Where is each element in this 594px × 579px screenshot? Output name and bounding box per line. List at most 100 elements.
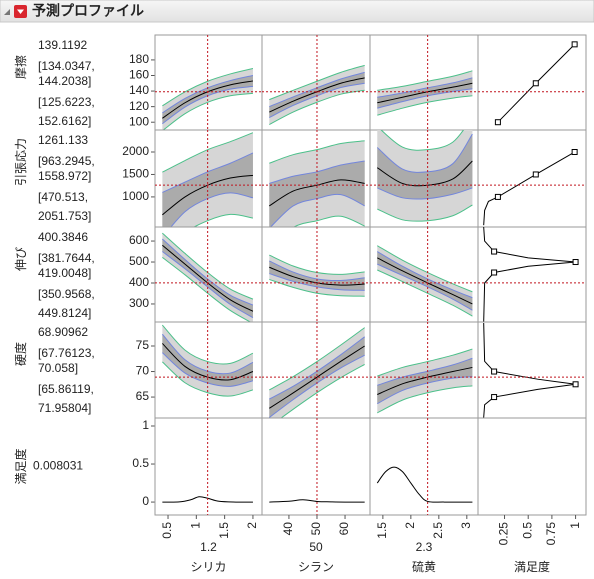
confidence-interval: 70.058]	[38, 361, 78, 375]
x-tick-label: 1.5	[217, 522, 231, 539]
cell-content	[262, 227, 370, 322]
x-tick-label: 40	[281, 522, 295, 536]
prediction-band-upper	[162, 132, 254, 173]
desirability-curve	[483, 151, 575, 226]
cell-content	[478, 41, 586, 126]
y-tick-label: 300	[129, 296, 149, 310]
y-tick-label: 600	[129, 233, 149, 247]
desirability-marker	[572, 259, 579, 266]
prediction-band-lower	[292, 215, 365, 227]
prediction-interval: [470.513,	[38, 190, 88, 204]
desirability-marker	[491, 269, 498, 276]
response-name: 硬度	[13, 342, 28, 366]
prediction-band-lower	[280, 363, 365, 418]
prediction-curve	[376, 466, 473, 503]
y-tick-label: 500	[129, 254, 149, 268]
x-tick-label: 2	[245, 522, 259, 529]
disclosure-icon[interactable]	[4, 9, 10, 15]
confidence-interval: [381.7644,	[38, 251, 95, 265]
cell-content	[262, 322, 370, 418]
cell-content	[155, 130, 262, 227]
y-tick-label: 65	[136, 389, 150, 403]
x-tick-label: 1	[568, 522, 582, 529]
desirability-marker	[494, 119, 501, 126]
confidence-interval: 419.0048]	[38, 266, 91, 280]
confidence-band-lower	[269, 273, 365, 291]
x-tick-label: 2.5	[431, 522, 445, 539]
y-tick-label: 400	[129, 275, 149, 289]
y-tick-label: 0.5	[132, 456, 149, 470]
desirability-marker	[572, 381, 579, 388]
factor-value: 1.2	[200, 540, 217, 554]
plot-cell	[369, 417, 479, 516]
prediction-curve	[162, 496, 253, 503]
confidence-band	[162, 152, 253, 227]
prediction-band-lower	[377, 95, 473, 116]
confidence-band	[162, 75, 253, 124]
desirability-marker	[571, 41, 578, 48]
response-name: 満足度	[13, 448, 28, 484]
prediction-band-upper	[377, 70, 473, 91]
confidence-interval: [963.2945,	[38, 154, 95, 168]
confidence-band-upper	[377, 251, 473, 299]
cell-content	[155, 35, 262, 130]
confidence-band	[377, 251, 473, 311]
desirability-marker	[494, 193, 501, 200]
prediction-band-lower	[193, 213, 254, 227]
y-tick-label: 70	[136, 364, 150, 378]
response-name: 伸び	[14, 247, 28, 271]
y-tick-label: 160	[129, 68, 149, 82]
confidence-band	[269, 260, 365, 291]
cell-content	[376, 418, 473, 515]
x-tick-label: 0.75	[544, 522, 558, 546]
desirability-marker	[532, 171, 539, 178]
prediction-curve	[269, 266, 365, 286]
factor-name: シリカ	[190, 560, 226, 574]
response-value: 139.1192	[38, 38, 87, 52]
confidence-band	[162, 238, 253, 318]
plot-cell	[261, 417, 371, 516]
plot-cell	[477, 34, 587, 131]
plot-cell	[477, 417, 587, 516]
x-tick-label: 60	[337, 522, 351, 536]
cell-content	[370, 322, 478, 418]
prediction-band-upper	[269, 140, 365, 164]
prediction-band-upper	[269, 64, 365, 101]
x-tick-label: 1.5	[375, 522, 389, 539]
y-tick-label: 2000	[122, 144, 149, 158]
plot-cell	[154, 417, 263, 516]
prediction-band-upper	[162, 67, 254, 107]
header-title: 予測プロファイル	[32, 3, 144, 19]
x-tick-label: 2	[403, 522, 417, 529]
confidence-band-lower	[377, 263, 473, 311]
prediction-band-lower	[377, 385, 473, 414]
factor-name: 硫黄	[412, 559, 436, 574]
confidence-band	[377, 77, 473, 109]
y-tick-label: 140	[129, 83, 149, 97]
prediction-band-lower	[269, 278, 365, 297]
prediction-band-upper	[161, 324, 254, 365]
factor-value: 50	[309, 540, 323, 554]
menu-arrow	[17, 9, 24, 14]
prediction-interval: 2051.753]	[38, 209, 91, 223]
y-tick-label: 75	[136, 338, 150, 352]
y-tick-label: 100	[129, 114, 149, 128]
prediction-band-upper	[269, 327, 365, 391]
prediction-interval: [125.6223,	[38, 95, 95, 109]
prediction-band-lower	[162, 361, 254, 397]
prediction-band-upper	[380, 130, 465, 151]
x-tick-label: 0.5	[520, 522, 534, 539]
desirability-marker	[491, 368, 498, 375]
cell-content	[370, 130, 478, 227]
y-tick-label: 180	[129, 52, 149, 66]
confidence-band-upper	[269, 260, 365, 282]
factor-name: シラン	[298, 560, 334, 574]
factor-value: 2.3	[416, 540, 433, 554]
x-tick-label: 0.5	[160, 522, 174, 539]
desirability-marker	[491, 248, 498, 255]
x-tick-label: 3	[459, 522, 473, 529]
response-value: 68.90962	[38, 325, 88, 339]
desirability-marker	[532, 80, 539, 87]
desirability-marker	[571, 149, 578, 156]
cell-content	[262, 35, 370, 130]
